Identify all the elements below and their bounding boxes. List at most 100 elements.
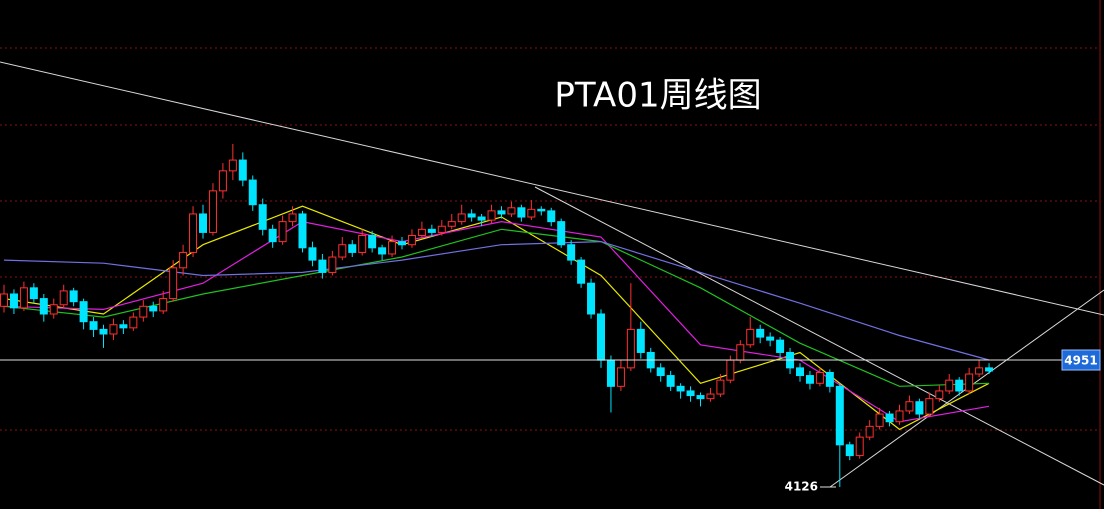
candle-body bbox=[169, 267, 178, 300]
grid bbox=[0, 47, 1100, 431]
candle-body bbox=[258, 204, 267, 230]
trendline bbox=[0, 61, 1104, 316]
candle-body bbox=[268, 228, 277, 243]
candle-body bbox=[149, 305, 158, 312]
candle-body bbox=[487, 210, 496, 221]
candle-body bbox=[378, 247, 387, 255]
candle-body bbox=[29, 287, 38, 300]
candle-body bbox=[218, 170, 227, 192]
candle-body bbox=[706, 393, 715, 400]
candle-body bbox=[199, 213, 207, 233]
candle-body bbox=[676, 385, 685, 392]
candle-body bbox=[766, 336, 775, 341]
candle-body bbox=[208, 190, 217, 233]
candle-body bbox=[388, 241, 397, 255]
candle-body bbox=[756, 328, 765, 338]
candle-body bbox=[447, 221, 456, 227]
candle-body bbox=[179, 251, 188, 269]
candle-body bbox=[109, 324, 118, 335]
candle-body bbox=[686, 390, 695, 397]
candle-body bbox=[796, 367, 804, 377]
trendline bbox=[534, 186, 1104, 486]
candle-body bbox=[338, 244, 347, 258]
candle-body bbox=[895, 410, 904, 423]
candle-body bbox=[666, 375, 675, 387]
candle-body bbox=[845, 444, 854, 457]
candle-body bbox=[308, 247, 317, 261]
candle-body bbox=[139, 305, 148, 318]
candle-body bbox=[358, 234, 367, 253]
candle-body bbox=[776, 339, 785, 353]
candle-body bbox=[736, 344, 745, 361]
candle-body bbox=[497, 210, 506, 215]
candle-body bbox=[507, 207, 516, 215]
last-price-label: 4951 bbox=[1064, 354, 1097, 368]
candle-body bbox=[875, 413, 884, 427]
candle-body bbox=[716, 379, 725, 395]
candle-body bbox=[626, 328, 635, 369]
candle-body bbox=[348, 244, 357, 253]
candle-body bbox=[0, 293, 8, 307]
candle-body bbox=[746, 328, 755, 346]
candle-body bbox=[457, 213, 466, 223]
candle-body bbox=[935, 390, 944, 400]
low-price-label: 4126 bbox=[785, 479, 818, 493]
candle-body bbox=[417, 228, 426, 236]
candle-body bbox=[49, 304, 58, 315]
candle-body bbox=[129, 316, 138, 329]
candle-body bbox=[79, 301, 88, 323]
candle-body bbox=[368, 234, 377, 249]
last-price-box bbox=[1061, 349, 1101, 371]
candle-body bbox=[238, 159, 247, 181]
candle-body bbox=[467, 213, 476, 218]
candle-body bbox=[89, 321, 98, 330]
candle-body bbox=[427, 228, 436, 233]
candle-body bbox=[567, 244, 576, 261]
candle-body bbox=[328, 256, 337, 273]
candle-body bbox=[885, 413, 894, 423]
candle-body bbox=[19, 287, 28, 309]
candle-body bbox=[298, 213, 307, 249]
candle-body bbox=[537, 208, 546, 212]
candle-body bbox=[855, 436, 864, 457]
candle-body bbox=[99, 328, 108, 335]
candle-body bbox=[726, 359, 735, 381]
candle-body bbox=[69, 290, 78, 303]
candle-body bbox=[915, 401, 924, 415]
candle-body bbox=[955, 379, 964, 392]
candle-body bbox=[477, 216, 486, 221]
candle-body bbox=[985, 367, 994, 372]
candle-body bbox=[189, 213, 198, 253]
candle-body bbox=[407, 234, 416, 246]
candle-body bbox=[945, 379, 954, 392]
candle-body bbox=[606, 359, 615, 387]
candle-body bbox=[805, 375, 814, 384]
candle-body bbox=[905, 401, 914, 412]
candle-body bbox=[9, 293, 18, 309]
ma-line bbox=[3, 240, 990, 361]
candle-body bbox=[398, 241, 406, 246]
candle-body bbox=[59, 290, 68, 306]
candle-body bbox=[248, 179, 257, 206]
candle-body bbox=[865, 425, 874, 438]
candle-body bbox=[517, 207, 526, 218]
candle-body bbox=[616, 367, 625, 387]
candle-body bbox=[577, 259, 586, 284]
candle-body bbox=[925, 398, 934, 415]
trendlines bbox=[0, 61, 1104, 488]
candle-body bbox=[437, 225, 446, 233]
chart-title: PTA01周线图 bbox=[554, 76, 761, 116]
candle-body bbox=[557, 221, 566, 246]
candle-body bbox=[587, 282, 596, 315]
candle-body bbox=[656, 367, 665, 377]
candle-body bbox=[815, 371, 824, 384]
candle-body bbox=[835, 385, 844, 446]
ma-line bbox=[3, 228, 990, 387]
candle-body bbox=[636, 328, 645, 353]
candle-body bbox=[159, 298, 168, 312]
candle-body bbox=[597, 313, 605, 361]
candle-body bbox=[965, 373, 974, 392]
candle-body bbox=[825, 371, 834, 387]
candle-body bbox=[119, 324, 128, 329]
